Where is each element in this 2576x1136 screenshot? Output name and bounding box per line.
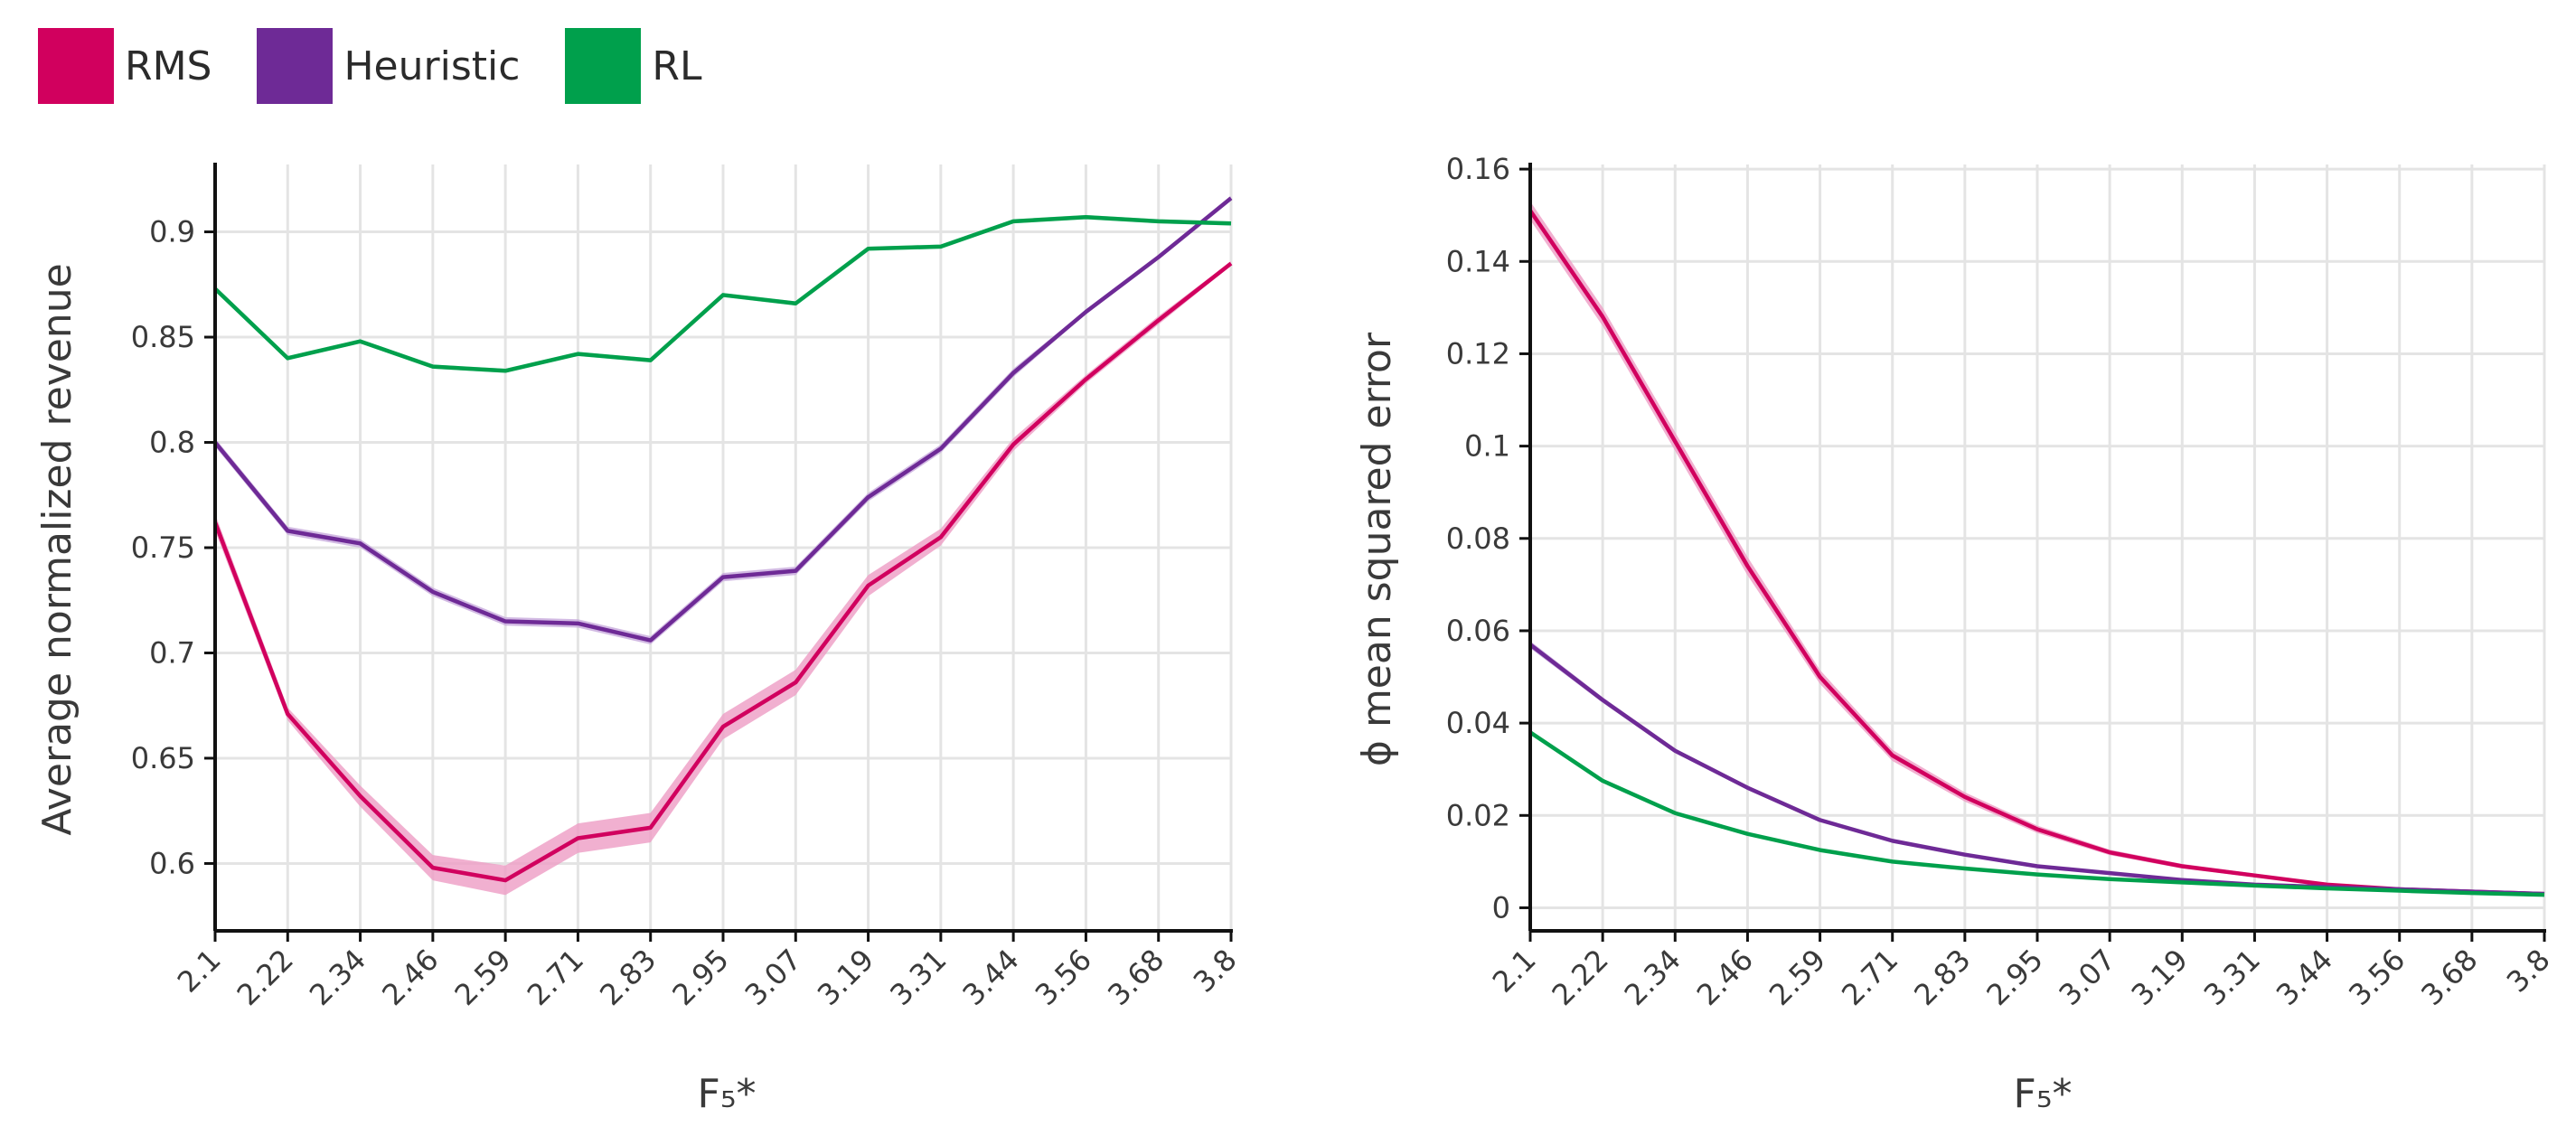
legend-swatch-rl xyxy=(565,28,642,104)
revenue-xtick-label: 2.46 xyxy=(375,943,445,1012)
legend-item-rms[interactable]: RMS xyxy=(38,28,212,104)
revenue-grid xyxy=(213,164,1233,931)
revenue-ytick-label: 0.9 xyxy=(149,215,195,249)
revenue-xtick-label: 3.68 xyxy=(1101,943,1170,1012)
phi-mse-ytick-label: 0.02 xyxy=(1446,798,1510,832)
phi-mse-ytick-label: 0.08 xyxy=(1446,521,1510,556)
phi-mse-chart-ylabel: ϕ mean squared error xyxy=(1354,332,1400,766)
legend-label-rl: RL xyxy=(652,42,702,89)
phi-mse-xtick-label: 2.1 xyxy=(1486,943,1543,1000)
revenue-xtick-label: 2.95 xyxy=(665,943,735,1012)
revenue-xtick-label: 3.19 xyxy=(811,943,880,1012)
revenue-ytick-label: 0.8 xyxy=(149,426,195,460)
phi-mse-line-rl xyxy=(1528,730,2545,897)
phi-mse-xtick-label: 3.07 xyxy=(2053,943,2122,1012)
revenue-xtick-label: 2.34 xyxy=(303,943,372,1012)
legend: RMS Heuristic RL xyxy=(38,27,747,105)
revenue-xtick-label: 2.1 xyxy=(171,943,228,1000)
revenue-line-rl xyxy=(213,214,1232,373)
phi-mse-ytick-label: 0.16 xyxy=(1446,152,1510,186)
legend-item-rl[interactable]: RL xyxy=(565,28,702,104)
revenue-xtick-label: 3.07 xyxy=(738,943,808,1012)
phi-mse-xtick-label: 3.31 xyxy=(2197,943,2267,1012)
revenue-line-rms xyxy=(212,261,1233,883)
phi-mse-ytick-label: 0.06 xyxy=(1446,614,1510,648)
phi-mse-xtick-label: 2.46 xyxy=(1690,943,1760,1012)
phi-mse-xtick-label: 3.44 xyxy=(2270,943,2339,1012)
revenue-ytick-label: 0.7 xyxy=(149,635,195,670)
revenue-chart-ylabel: Average normalized revenue xyxy=(34,263,80,835)
phi-mse-xtick-label: 2.34 xyxy=(1618,943,1688,1012)
phi-mse-xtick-label: 2.71 xyxy=(1835,943,1904,1012)
phi-mse-band-rms xyxy=(1530,201,2544,896)
revenue-xtick-label: 2.22 xyxy=(230,943,300,1012)
revenue-xtick-label: 2.83 xyxy=(593,943,663,1012)
revenue-chart-xlabel: F₅* xyxy=(698,1071,757,1117)
revenue-xtick-label: 2.71 xyxy=(521,943,590,1012)
revenue-ytick-label: 0.6 xyxy=(149,846,195,880)
revenue-xtick-label: 3.56 xyxy=(1029,943,1098,1012)
phi-mse-ytick-label: 0.04 xyxy=(1446,706,1510,740)
legend-label-heuristic: Heuristic xyxy=(343,42,521,89)
phi-mse-xtick-label: 2.83 xyxy=(1907,943,1977,1012)
phi-mse-xtick-label: 3.68 xyxy=(2414,943,2484,1012)
phi-mse-chart-xlabel: F₅* xyxy=(2014,1071,2073,1117)
revenue-ytick-label: 0.85 xyxy=(131,320,195,354)
legend-swatch-rms xyxy=(38,28,114,104)
phi-mse-xtick-label: 2.95 xyxy=(1979,943,2049,1012)
legend-item-heuristic[interactable]: Heuristic xyxy=(257,28,520,104)
phi-mse-ytick-label: 0.14 xyxy=(1446,244,1510,278)
phi-mse-xtick-label: 2.59 xyxy=(1763,943,1832,1012)
phi-mse-xtick-label: 3.19 xyxy=(2125,943,2195,1012)
phi-mse-chart: ϕ mean squared error F₅* 0 0.02 0.04 0.06 0.… xyxy=(1354,152,2557,1117)
revenue-ytick-label: 0.65 xyxy=(131,741,195,775)
revenue-line-heuristic xyxy=(213,196,1233,643)
revenue-chart: Average normalized revenue F₅* 0.6 0.65 0.… xyxy=(34,163,1244,1117)
legend-swatch-heuristic xyxy=(257,28,334,104)
revenue-xtick-label: 3.31 xyxy=(883,943,953,1012)
phi-mse-xtick-label: 2.22 xyxy=(1546,943,1615,1012)
phi-mse-xtick-label: 3.56 xyxy=(2342,943,2411,1012)
phi-mse-ytick-label: 0.1 xyxy=(1464,429,1510,464)
revenue-xtick-label: 3.44 xyxy=(956,943,1026,1012)
phi-mse-ytick-label: 0.12 xyxy=(1446,336,1510,371)
legend-label-rms: RMS xyxy=(125,42,212,89)
revenue-xtick-label: 2.59 xyxy=(448,943,518,1012)
revenue-xtick-label: 3.8 xyxy=(1187,943,1244,1000)
phi-mse-xtick-label: 3.8 xyxy=(2500,943,2557,1000)
phi-mse-ytick-label: 0 xyxy=(1492,890,1510,925)
revenue-ytick-label: 0.75 xyxy=(131,530,195,565)
